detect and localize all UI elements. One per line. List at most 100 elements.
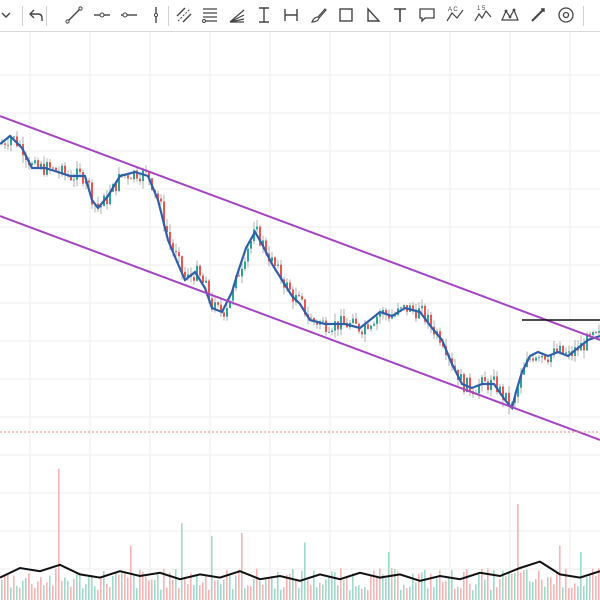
candle-body xyxy=(13,136,15,138)
candle-body xyxy=(538,357,540,359)
volume-bar xyxy=(172,579,174,600)
volume-bar xyxy=(208,589,210,600)
candle-body xyxy=(487,381,489,390)
volume-bar xyxy=(70,586,72,600)
candle-body xyxy=(529,358,531,360)
candle-body xyxy=(430,314,432,327)
volume-bar xyxy=(298,588,300,600)
volume-bar xyxy=(166,587,168,600)
callout-tool[interactable] xyxy=(415,3,439,27)
candle-body xyxy=(166,226,168,233)
vertical-line-icon xyxy=(153,7,159,23)
candle-body xyxy=(175,250,177,253)
rectangle-icon xyxy=(339,8,353,22)
candle-body xyxy=(37,160,39,168)
vertical-line-tool[interactable] xyxy=(144,3,168,27)
candle-body xyxy=(517,387,519,397)
channel-upper-line[interactable] xyxy=(0,115,600,341)
volume-bar xyxy=(139,569,141,600)
candle-body xyxy=(172,243,174,251)
candle-body xyxy=(418,308,420,319)
text-tool[interactable] xyxy=(388,3,412,27)
volume-bar xyxy=(550,577,552,600)
volume-bar xyxy=(394,569,396,600)
candle-body xyxy=(88,180,90,183)
parallel-channel-icon xyxy=(176,7,192,23)
volume-average-line xyxy=(0,560,600,582)
volume-bar xyxy=(475,584,477,600)
undo-button[interactable] xyxy=(24,3,48,27)
triangle-icon xyxy=(367,7,381,22)
candle-body xyxy=(403,305,405,308)
horizontal-line-tool[interactable] xyxy=(117,3,141,27)
fibonacci-retracement-tool[interactable] xyxy=(198,3,222,27)
candle-body xyxy=(352,318,354,323)
channel-lower-line[interactable] xyxy=(0,215,600,441)
volume-bar xyxy=(112,576,114,600)
candle-body xyxy=(541,355,543,358)
abcd-pattern-tool[interactable]: A C xyxy=(443,3,467,27)
brush-tool[interactable] xyxy=(307,3,331,27)
volume-bar xyxy=(538,570,540,600)
candle-body xyxy=(376,316,378,324)
horizontal-ray-tool[interactable] xyxy=(90,3,114,27)
candle-body xyxy=(34,160,36,164)
volume-bar xyxy=(217,579,219,600)
volume-bar xyxy=(1,579,3,600)
candle-body xyxy=(301,296,303,300)
date-range-icon xyxy=(284,9,298,21)
volume-bar xyxy=(286,574,288,600)
magnet-tool[interactable] xyxy=(554,3,578,27)
volume-bar xyxy=(493,570,495,600)
volume-bar xyxy=(412,573,414,600)
xabcd-pattern-tool[interactable] xyxy=(498,3,522,27)
rectangle-tool[interactable] xyxy=(334,3,358,27)
volume-bar xyxy=(109,587,111,600)
candle-body xyxy=(100,206,102,208)
candle-body xyxy=(265,240,267,254)
volume-bar xyxy=(169,572,171,600)
candle-body xyxy=(250,241,252,249)
trend-line-tool[interactable] xyxy=(62,3,86,27)
candle-body xyxy=(184,271,186,277)
price-range-tool[interactable] xyxy=(252,3,276,27)
volume-bar xyxy=(454,588,456,600)
candle-body xyxy=(109,191,111,204)
candle-body xyxy=(370,325,372,329)
candle-body xyxy=(334,321,336,331)
fibonacci-fan-icon xyxy=(229,9,245,23)
volume-bar xyxy=(409,586,411,600)
candle-body xyxy=(412,305,414,310)
candle-body xyxy=(214,302,216,310)
date-range-tool[interactable] xyxy=(279,3,303,27)
volume-bar xyxy=(337,585,339,600)
volume-bar xyxy=(373,570,375,600)
volume-bar xyxy=(535,579,537,600)
volume-bar xyxy=(427,588,429,600)
candle-body xyxy=(592,331,594,336)
measure-icon xyxy=(531,8,545,22)
volume-bar xyxy=(472,590,474,600)
volume-bar xyxy=(448,577,450,600)
collapse-toolbar-button[interactable] xyxy=(0,3,18,27)
volume-bar xyxy=(19,587,21,600)
volume-bar xyxy=(259,581,261,600)
volume-bar xyxy=(244,588,246,600)
fibonacci-fan-tool[interactable] xyxy=(225,3,249,27)
volume-bar xyxy=(430,573,432,600)
candle-body xyxy=(61,165,63,174)
candle-body xyxy=(484,377,486,382)
parallel-channel-tool[interactable] xyxy=(172,3,196,27)
triangle-tool[interactable] xyxy=(361,3,385,27)
elliott-wave-label: 1 5 xyxy=(477,6,486,12)
candle-body xyxy=(223,312,225,317)
elliott-wave-tool[interactable]: 1 5 xyxy=(471,3,495,27)
volume-bar xyxy=(349,590,351,600)
candle-body xyxy=(97,203,99,208)
chevron-down-icon xyxy=(1,12,11,18)
drawing-toolbar: A C 1 5 xyxy=(0,0,600,32)
trend-line-icon xyxy=(65,6,83,24)
volume-bar xyxy=(190,573,192,600)
measure-tool[interactable] xyxy=(526,3,550,27)
